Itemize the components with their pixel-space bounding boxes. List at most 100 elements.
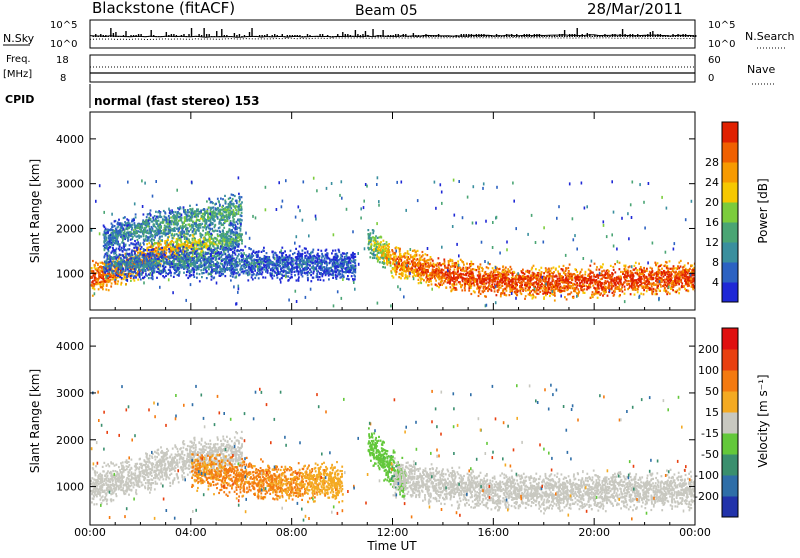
data-pixel [131, 266, 133, 268]
data-pixel [111, 270, 113, 272]
data-pixel [127, 273, 129, 275]
data-pixel [240, 230, 242, 232]
data-pixel [244, 260, 246, 262]
data-pixel [112, 248, 114, 250]
data-pixel [118, 219, 120, 221]
data-pixel [348, 260, 350, 262]
data-pixel [103, 283, 105, 285]
data-pixel [307, 252, 309, 254]
data-pixel [139, 264, 141, 266]
freq-unit-label: [MHz] [3, 69, 32, 80]
data-pixel [284, 270, 286, 272]
data-pixel [92, 274, 94, 276]
data-pixel [184, 265, 186, 267]
data-pixel [199, 280, 201, 282]
data-pixel [137, 243, 139, 245]
data-pixel [323, 279, 325, 281]
data-pixel [304, 262, 306, 264]
data-pixel [130, 239, 132, 241]
data-pixel [212, 250, 214, 252]
data-pixel [98, 277, 100, 279]
data-pixel [262, 249, 264, 251]
data-pixel [157, 268, 159, 270]
data-pixel [116, 254, 118, 256]
data-pixel [259, 272, 261, 274]
data-pixel [263, 247, 265, 249]
data-pixel [104, 267, 106, 269]
data-pixel [279, 256, 281, 258]
data-pixel [347, 271, 349, 273]
data-pixel [154, 230, 156, 232]
data-pixel [348, 278, 350, 280]
data-pixel [176, 252, 178, 254]
data-pixel [215, 241, 217, 243]
data-pixel [184, 241, 186, 243]
data-pixel [153, 239, 155, 241]
data-pixel [125, 270, 127, 272]
data-pixel [180, 217, 182, 219]
data-pixel [207, 240, 209, 242]
data-pixel [174, 263, 176, 265]
data-pixel [239, 250, 241, 252]
data-pixel [174, 246, 176, 248]
data-pixel [134, 251, 136, 253]
data-pixel [159, 230, 161, 232]
data-pixel [156, 222, 158, 224]
data-pixel [180, 234, 182, 236]
data-pixel [222, 242, 224, 244]
data-pixel [281, 263, 283, 265]
data-pixel [212, 214, 214, 216]
data-pixel [261, 251, 263, 253]
data-pixel [173, 211, 175, 213]
data-pixel [113, 253, 115, 255]
nsky-bar [461, 34, 462, 37]
data-pixel [103, 245, 105, 247]
data-pixel [295, 270, 297, 272]
data-pixel [212, 207, 214, 209]
data-pixel [180, 264, 182, 266]
data-pixel [196, 204, 198, 206]
data-pixel [319, 276, 321, 278]
data-pixel [168, 251, 170, 253]
data-pixel [211, 233, 213, 235]
nsky-tick-high-right: 10^5 [708, 20, 735, 31]
data-pixel [111, 264, 113, 266]
data-pixel [106, 258, 108, 260]
data-pixel [352, 264, 354, 266]
data-pixel [230, 275, 232, 277]
data-pixel [333, 256, 335, 258]
data-pixel [339, 258, 341, 260]
data-pixel [205, 263, 207, 265]
data-pixel [268, 257, 270, 259]
data-pixel [277, 270, 279, 272]
data-pixel [236, 202, 238, 204]
data-pixel [266, 258, 268, 260]
data-pixel [235, 259, 237, 261]
data-pixel [135, 216, 137, 218]
data-pixel [238, 207, 240, 209]
data-pixel [332, 265, 334, 267]
data-pixel [293, 263, 295, 265]
data-pixel [310, 256, 312, 258]
data-pixel [156, 277, 158, 279]
data-pixel [193, 276, 195, 278]
data-pixel [225, 248, 227, 250]
data-pixel [229, 238, 231, 240]
data-pixel [218, 201, 220, 203]
data-pixel [130, 270, 132, 272]
data-pixel [229, 269, 231, 271]
data-pixel [101, 266, 103, 268]
data-pixel [284, 266, 286, 268]
data-pixel [222, 198, 224, 200]
data-pixel [289, 277, 291, 279]
data-pixel [185, 233, 187, 235]
data-pixel [121, 277, 123, 279]
data-pixel [264, 258, 266, 260]
data-pixel [326, 249, 328, 251]
data-pixel [98, 268, 100, 270]
data-pixel [320, 250, 322, 252]
data-pixel [124, 230, 126, 232]
data-pixel [341, 258, 343, 260]
data-pixel [174, 255, 176, 257]
